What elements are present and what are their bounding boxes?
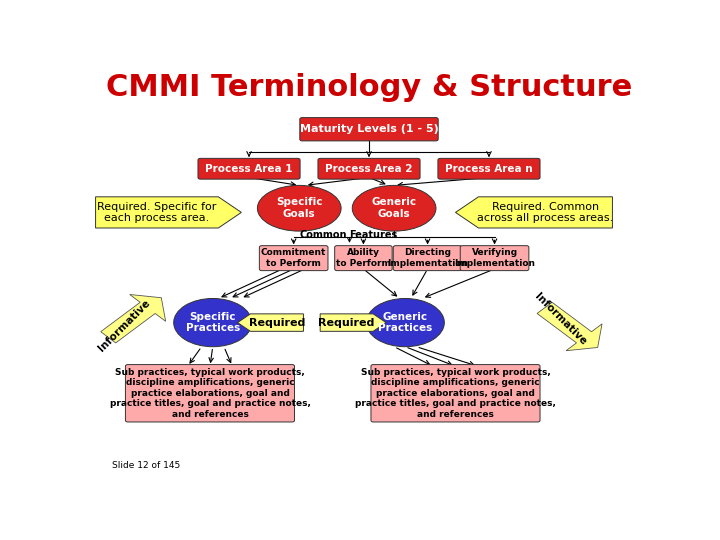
Text: Specific
Goals: Specific Goals <box>276 198 323 219</box>
Text: Informative: Informative <box>533 292 588 348</box>
FancyBboxPatch shape <box>125 364 294 422</box>
Ellipse shape <box>174 299 252 347</box>
Text: Process Area 1: Process Area 1 <box>205 164 293 174</box>
FancyBboxPatch shape <box>300 118 438 141</box>
Text: Verifying
Implementation: Verifying Implementation <box>454 248 535 268</box>
Text: Informative: Informative <box>96 298 152 353</box>
Text: Features: Features <box>349 230 397 240</box>
Text: CMMI Terminology & Structure: CMMI Terminology & Structure <box>106 73 632 102</box>
Text: Directing
Implementation: Directing Implementation <box>387 248 468 268</box>
Text: Sub practices, typical work products,
discipline amplifications, generic
practic: Sub practices, typical work products, di… <box>109 368 310 418</box>
Ellipse shape <box>352 185 436 231</box>
Text: Required: Required <box>248 318 305 328</box>
Text: Ability
to Perform: Ability to Perform <box>336 248 391 268</box>
Text: Specific
Practices: Specific Practices <box>186 312 240 333</box>
Text: Sub practices, typical work products,
discipline amplifications, generic
practic: Sub practices, typical work products, di… <box>355 368 556 418</box>
Text: Maturity Levels (1 - 5): Maturity Levels (1 - 5) <box>300 124 438 134</box>
Text: Generic
Goals: Generic Goals <box>372 198 417 219</box>
FancyBboxPatch shape <box>259 246 328 271</box>
Polygon shape <box>238 314 303 332</box>
Ellipse shape <box>258 185 341 231</box>
Text: Process Area n: Process Area n <box>445 164 533 174</box>
Polygon shape <box>101 294 166 343</box>
FancyBboxPatch shape <box>318 158 420 179</box>
FancyBboxPatch shape <box>371 364 540 422</box>
Text: Required. Specific for
each process area.: Required. Specific for each process area… <box>97 201 217 223</box>
FancyBboxPatch shape <box>438 158 540 179</box>
Ellipse shape <box>366 299 444 347</box>
Text: Generic
Practices: Generic Practices <box>378 312 433 333</box>
Text: Required: Required <box>318 318 375 328</box>
FancyBboxPatch shape <box>335 246 392 271</box>
Polygon shape <box>320 314 386 332</box>
Text: Slide 12 of 145: Slide 12 of 145 <box>112 461 181 470</box>
Polygon shape <box>456 197 613 228</box>
Polygon shape <box>96 197 241 228</box>
FancyBboxPatch shape <box>460 246 529 271</box>
Text: Commitment
to Perform: Commitment to Perform <box>261 248 326 268</box>
Text: Required. Common
across all process areas.: Required. Common across all process area… <box>477 201 613 223</box>
Polygon shape <box>537 302 602 350</box>
FancyBboxPatch shape <box>393 246 462 271</box>
FancyBboxPatch shape <box>198 158 300 179</box>
Text: Common: Common <box>300 230 347 240</box>
Text: Process Area 2: Process Area 2 <box>325 164 413 174</box>
